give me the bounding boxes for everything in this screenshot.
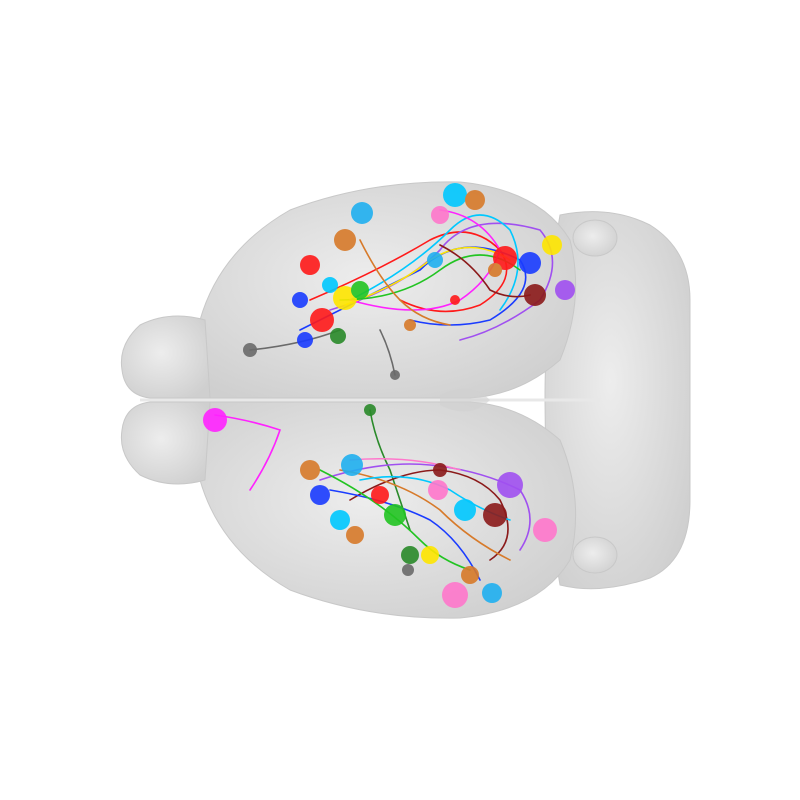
- paraflocculus-bottom: [572, 536, 618, 574]
- olfactory-bulb-lower: [120, 401, 211, 485]
- cerebellum: [544, 211, 691, 590]
- hemisphere-upper: [194, 181, 577, 399]
- midline-shade: [440, 388, 490, 412]
- neuron-clusters-upper: [243, 183, 575, 380]
- paraflocculus-top: [572, 219, 618, 257]
- olfactory-bulb-upper: [120, 315, 211, 399]
- neuron-clusters-lower: [203, 404, 557, 608]
- neurons-upper: [249, 209, 554, 376]
